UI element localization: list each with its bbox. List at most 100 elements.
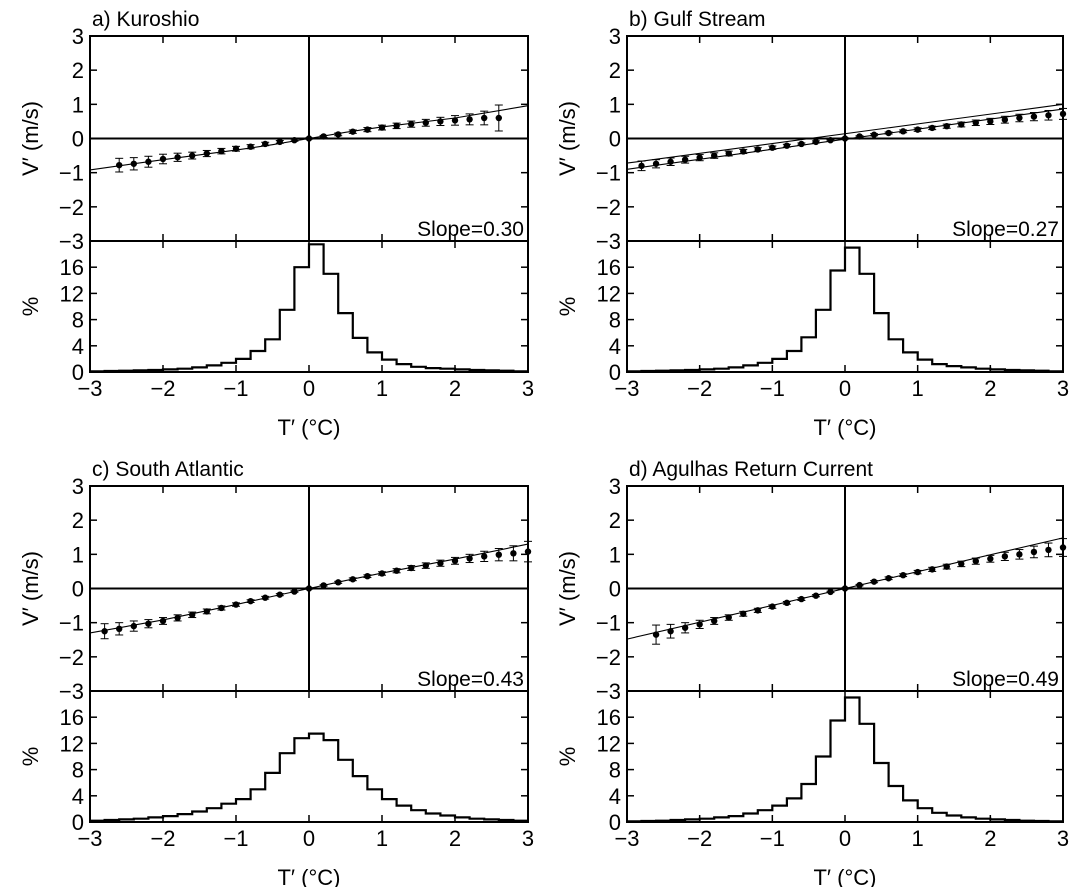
histogram-line: [627, 246, 1063, 373]
data-point: [232, 601, 240, 608]
y-tick-label: −1: [596, 611, 621, 636]
data-point: [218, 147, 225, 155]
data-point: [972, 557, 979, 565]
data-point: [798, 140, 805, 148]
data-point: [422, 119, 429, 126]
data-point: [393, 122, 400, 130]
data-point: [247, 597, 254, 605]
data-point: [652, 631, 660, 638]
data-point: [958, 121, 965, 128]
y-tick-label: −3: [59, 229, 84, 254]
y-tick-label: 3: [72, 24, 84, 49]
data-point: [681, 156, 689, 163]
data-point: [987, 555, 994, 562]
y-tick-label: −1: [59, 161, 84, 186]
y-tick-label: 16: [60, 255, 84, 280]
data-point: [798, 595, 805, 603]
data-point: [145, 620, 152, 627]
x-tick-label: 3: [1057, 826, 1069, 851]
data-point: [203, 150, 210, 157]
y-tick-label: 0: [609, 127, 621, 152]
y-tick-label: 12: [60, 281, 84, 306]
data-point: [1045, 112, 1052, 119]
data-point: [812, 138, 820, 146]
panel-c: c) South Atlantic 3 2 1 0 −1 −2 −3 Slope=0.43 V′ …: [18, 458, 534, 887]
x-tick-label: −2: [687, 376, 712, 401]
y-tick-label: −1: [59, 611, 84, 636]
x-tick-label: 0: [839, 826, 851, 851]
y-tick-label: 4: [609, 334, 621, 359]
y-tick-label: 12: [60, 731, 84, 756]
x-tick-label: 0: [839, 376, 851, 401]
y-tick-label: 2: [72, 58, 84, 83]
panel-title: b) Gulf Stream: [629, 8, 766, 31]
data-point: [1016, 114, 1023, 122]
data-point: [638, 162, 645, 170]
y-tick-label: 8: [72, 308, 84, 333]
data-point: [652, 160, 660, 167]
data-point: [783, 142, 791, 149]
data-point: [203, 608, 210, 615]
data-point: [754, 146, 761, 153]
data-point: [510, 550, 517, 557]
data-point: [189, 152, 196, 159]
data-point: [159, 155, 167, 163]
data-point: [466, 116, 473, 123]
y-tick-label: −2: [596, 645, 621, 670]
x-tick-label: 1: [912, 376, 924, 401]
scatter-panel: 3 2 1 0 −1 −2 −3 Slope=0.30 V′ (m/s): [18, 24, 529, 254]
y-tick-label: 4: [72, 784, 84, 809]
y-tick-label: −1: [596, 161, 621, 186]
x-tick-label: −2: [150, 826, 175, 851]
plot-frame: [89, 690, 529, 823]
data-point: [667, 158, 674, 165]
data-point: [116, 161, 123, 169]
data-point: [1045, 546, 1052, 554]
y-tick-label: −2: [59, 195, 84, 220]
y-axis-label: %: [555, 747, 580, 767]
data-point: [943, 563, 950, 570]
x-axis-label: T′ (°C): [277, 415, 340, 440]
data-point: [481, 553, 488, 560]
panel-a: a) Kuroshio 3 2 1 0 −1 −2 −3 Slope=0.30 V′ (m/s) 1…: [18, 8, 534, 440]
data-point: [276, 138, 283, 146]
panel-b: b) Gulf Stream 3 2 1 0 −1 −2 −3 Slope=0.27 V′ (m/…: [555, 8, 1069, 440]
y-axis-label: %: [555, 297, 580, 317]
y-axis-label: %: [18, 747, 43, 767]
y-tick-label: 1: [609, 92, 621, 117]
y-tick-label: −3: [596, 229, 621, 254]
data-point: [783, 599, 791, 607]
data-point: [378, 124, 386, 131]
slope-annotation: Slope=0.49: [952, 668, 1059, 691]
data-point: [437, 560, 444, 567]
y-tick-label: 8: [609, 758, 621, 783]
y-tick-label: 16: [597, 705, 621, 730]
data-point: [437, 118, 444, 125]
data-point: [841, 585, 849, 592]
x-tick-label: 1: [376, 826, 388, 851]
x-tick-label: −3: [614, 376, 639, 401]
slope-annotation: Slope=0.30: [417, 218, 524, 241]
y-axis-label: V′ (m/s): [555, 551, 580, 626]
data-point: [696, 621, 703, 628]
data-point: [320, 582, 327, 589]
data-point: [305, 135, 313, 142]
data-point: [451, 557, 459, 565]
data-point: [856, 581, 863, 589]
x-tick-label: −1: [760, 826, 785, 851]
data-point: [870, 578, 878, 585]
data-point: [393, 567, 400, 574]
x-tick-label: 2: [449, 826, 461, 851]
x-tick-label: −3: [77, 376, 102, 401]
data-point: [885, 575, 892, 582]
x-tick-label: 0: [303, 376, 315, 401]
y-tick-label: 4: [72, 334, 84, 359]
panel-d: d) Agulhas Return Current 3 2 1 0 −1 −2 −3 Slope…: [555, 458, 1069, 887]
data-point: [740, 148, 747, 155]
data-point: [769, 144, 776, 151]
data-point: [466, 555, 473, 562]
slope-annotation: Slope=0.27: [952, 218, 1059, 241]
